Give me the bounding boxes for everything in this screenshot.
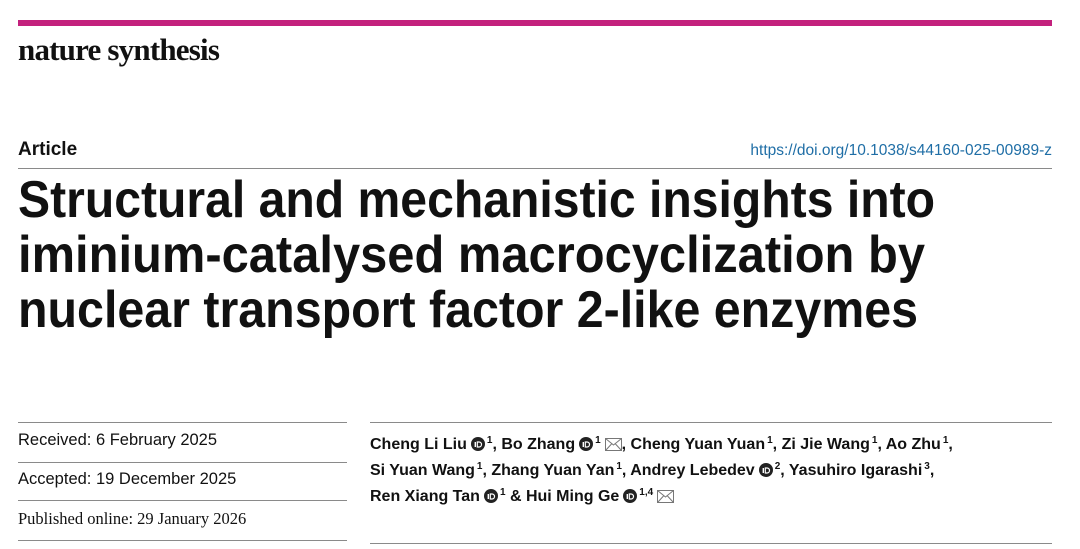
orcid-glyph [628,493,635,500]
orcid-icon [623,489,638,503]
author-name: Ren Xiang Tan [370,488,480,505]
author-name: Cheng Li Liu [370,436,467,453]
author-name: Cheng Yuan Yuan [630,436,766,453]
header-rule [18,168,1052,169]
author-affiliation: 1 [767,435,773,446]
email-icon[interactable] [657,490,675,503]
orcid-glyph [762,468,764,473]
author-affiliation: 1 [942,435,949,446]
orcid-glyph [582,442,585,447]
author-name: Yasuhiro Igarashi [788,462,923,479]
orcid-glyph [476,441,482,448]
author-name: Zhang Yuan Yan [491,462,615,479]
author-name: Bo Zhang [501,436,576,453]
author-line: Cheng Li Liu 1, Bo Zhang 1, Cheng Yuan Yua… [370,430,953,456]
author-list: Cheng Li Liu 1, Bo Zhang 1, Cheng Yuan Yua… [370,430,953,508]
author-line: Si Yuan Wang 1, Zhang Yuan Yan 1, Andrey L… [370,456,953,482]
doi-link[interactable]: https://doi.org/10.1038/s44160-025-00989… [750,142,1052,159]
author-name: Hui Ming Ge [525,488,620,505]
title-line: nuclear transport factor 2-like enzymes [18,281,918,339]
orcid-icon [470,437,485,451]
orcid-glyph [584,441,591,448]
author-affiliation: 1 [595,435,601,446]
author-affiliation: 1 [476,461,483,472]
author-name: Ao Zhu [885,436,941,453]
authors-rule [370,543,1052,544]
dates-rule [18,422,347,423]
article-title: Structural and mechanistic insights into… [18,172,935,339]
title-line: iminium-catalysed macrocyclization by [18,226,925,284]
orcid-badge [579,437,594,451]
author-separator: , [492,436,502,453]
dates-rule [18,500,347,501]
orcid-icon [758,463,773,477]
orcid-badge [470,437,485,451]
author-separator: , [929,462,935,479]
published-date: Published online: 29 January 2026 [18,509,247,528]
dates-rule [18,462,347,463]
author-line: Ren Xiang Tan 1 & Hui Ming Ge 1,4 [370,482,953,508]
author-affiliation: 1 [499,487,506,498]
envelope [657,490,675,503]
orcid-glyph [474,442,476,447]
author-separator: , [780,462,789,479]
author-affiliation: 1 [871,435,878,446]
author-separator: , [621,436,631,453]
orcid-glyph [764,467,770,474]
orcid-badge [623,489,638,503]
dates-rule [18,540,347,541]
author-affiliation: 1 [616,461,622,472]
author-affiliation: 3 [924,461,930,472]
author-separator: , [482,462,492,479]
author-name: Andrey Lebedev [630,462,755,479]
author-affiliation: 2 [774,461,781,472]
orcid-badge [483,489,498,503]
author-name: Zi Jie Wang [781,436,870,453]
article-type: Article [18,139,78,160]
accepted-date: Accepted: 19 December 2025 [18,470,237,488]
author-separator: , [772,436,782,453]
orcid-glyph [487,494,489,499]
received-date: Received: 6 February 2025 [18,431,218,449]
orcid-glyph [626,494,629,499]
envelope [604,438,622,451]
orcid-badge [758,463,773,477]
orcid-glyph [489,493,496,500]
author-separator: , [948,436,953,453]
envelope-flap [657,490,675,503]
author-separator: , [877,436,886,453]
author-affiliation: 1,4 [639,487,654,498]
email-icon[interactable] [604,438,622,451]
author-name: Si Yuan Wang [370,462,475,479]
author-separator: , [621,462,631,479]
journal-bar [18,20,1052,26]
authors-rule [370,422,1052,423]
orcid-icon [579,437,594,451]
author-affiliation: 1 [486,435,493,446]
orcid-icon [483,489,498,503]
author-separator: & [505,488,526,505]
journal-name: nature synthesis [18,32,220,67]
title-line: Structural and mechanistic insights into [18,172,935,229]
envelope-flap [604,438,622,451]
